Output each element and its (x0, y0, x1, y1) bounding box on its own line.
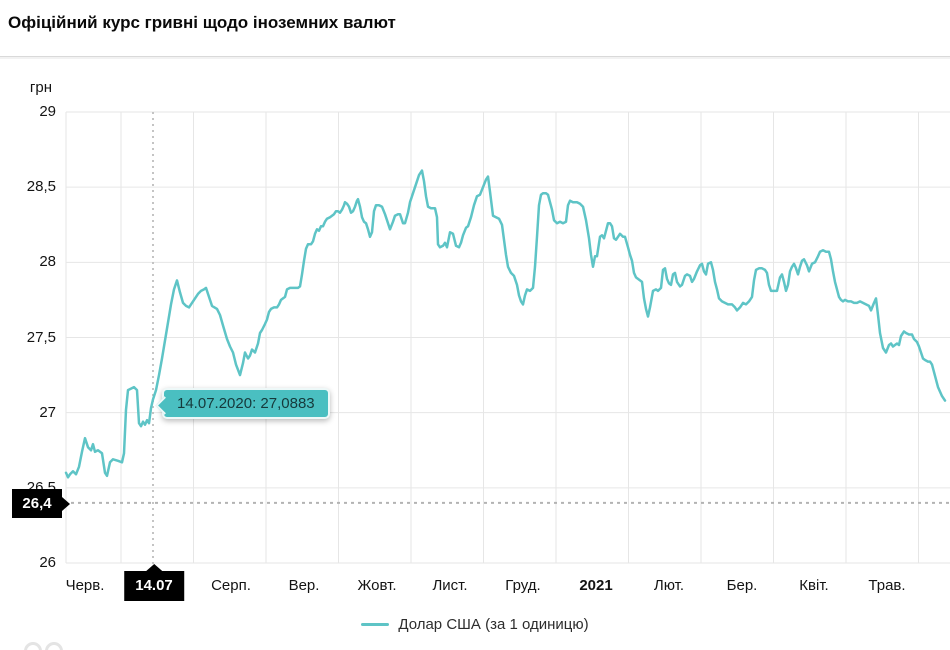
badge-arrow-right-icon (62, 496, 70, 511)
tooltip-label: 14.07.2020: 27,0883 (177, 395, 315, 412)
x-tick-label: Вер. (288, 577, 320, 594)
y-axis-unit-label: грн (29, 79, 52, 96)
x-tick-label: Серп. (211, 577, 251, 594)
y-tick-label: 26 (39, 554, 56, 571)
x-tick-label: Груд. (505, 577, 541, 594)
legend-line-swatch (361, 623, 390, 626)
x-tick-label: 2021 (579, 577, 613, 594)
legend-label: Долар США (за 1 одиницю) (398, 616, 589, 633)
y-tick-label: 27 (39, 403, 56, 421)
y-marker-badge-label: 26,4 (22, 495, 52, 512)
x-tick-label: Бер. (726, 577, 758, 594)
x-tick-label: Лист. (432, 577, 468, 594)
x-marker-badge-label: 14.07 (135, 577, 173, 594)
header: Офіційний курс гривні щодо іноземних вал… (0, 0, 950, 57)
x-marker-badge[interactable]: 14.07 (124, 564, 184, 601)
x-tick-label: Черв. (65, 577, 105, 594)
x-tick-label: Жовт. (357, 577, 397, 594)
y-tick-label: 29 (39, 103, 56, 120)
y-tick-label: 27,5 (26, 328, 56, 346)
legend[interactable]: Долар США (за 1 одиницю) (0, 616, 950, 633)
y-marker-badge: 26,4 (12, 489, 70, 518)
rate-line-series[interactable] (64, 169, 947, 479)
datapoint-tooltip: 14.07.2020: 27,0883 (155, 388, 330, 419)
x-tick-label: Лют. (653, 577, 685, 594)
x-tick-label: Трав. (868, 577, 906, 594)
badge-arrow-up-icon (145, 564, 162, 571)
y-tick-label: 28,5 (26, 178, 56, 196)
cutoff-watermark (24, 642, 66, 650)
x-tick-label: Квіт. (799, 577, 829, 594)
y-tick-label: 28 (39, 253, 56, 271)
page-title: Офіційний курс гривні щодо іноземних вал… (8, 13, 396, 32)
